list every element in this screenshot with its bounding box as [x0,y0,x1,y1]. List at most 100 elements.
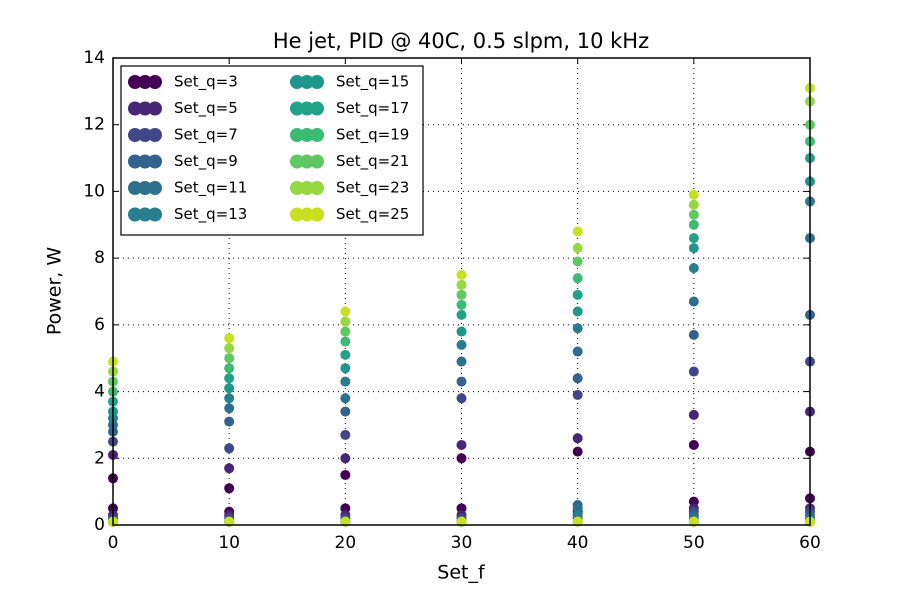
point [572,323,583,334]
legend-label: Set_q=11 [174,179,247,198]
series [108,83,815,527]
point [340,363,351,374]
point [456,279,467,290]
x-tick-label: 50 [683,533,705,553]
legend-marker [148,207,162,222]
point [572,243,583,254]
legend-marker [290,181,304,195]
point [688,233,699,244]
legend-label: Set_q=17 [336,99,409,118]
legend-marker [310,154,324,169]
point [572,516,583,527]
point [688,189,699,200]
legend-marker [148,75,162,89]
x-tick-label: 40 [567,533,589,553]
legend-label: Set_q=3 [174,73,238,92]
legend-marker [310,207,324,222]
point [572,256,583,267]
point [340,516,351,527]
y-tick-label: 14 [83,48,105,68]
point [224,443,235,454]
legend-marker [290,75,304,89]
plot-frame [112,57,811,526]
point [456,309,467,320]
point [688,263,699,274]
legend-marker [138,154,152,169]
legend-label: Set_q=21 [336,152,409,171]
x-tick-label: 60 [799,533,821,553]
legend-marker [138,181,152,195]
point [340,326,351,337]
legend-marker [300,181,314,195]
point [224,483,235,494]
legend-marker [290,154,304,169]
y-tick-label: 8 [94,248,105,268]
y-tick-label: 6 [94,315,105,335]
y-tick-label: 10 [83,181,105,201]
point [224,383,235,394]
x-tick-label: 10 [218,533,240,553]
point [688,219,699,230]
legend-marker [290,101,304,116]
point [688,243,699,254]
chart-title: He jet, PID @ 40C, 0.5 slpm, 10 kHz [273,29,649,53]
point [572,289,583,300]
point [340,336,351,347]
point [340,376,351,387]
point [224,516,235,527]
legend-label: Set_q=19 [336,126,409,145]
point [572,306,583,317]
point [688,439,699,450]
legend: Set_q=3 Set_q=5 Set_q=7 Set_q=9 Set_q=11 Set_… [120,65,424,236]
legend-label: Set_q=23 [336,179,409,198]
legend-marker [310,101,324,116]
point [456,376,467,387]
legend-marker [138,128,152,142]
legend-marker [300,75,314,89]
legend-marker [128,75,142,89]
point [456,339,467,350]
point [456,326,467,337]
legend-marker [310,128,324,142]
point [456,269,467,280]
point [224,363,235,374]
point [340,316,351,327]
legend-marker [138,207,152,222]
legend-marker [128,154,142,169]
legend-marker [310,181,324,195]
point [340,453,351,464]
point [572,389,583,400]
point [688,366,699,377]
legend-marker [300,207,314,222]
legend-marker [300,154,314,169]
legend-marker [148,181,162,195]
legend-marker [310,75,324,89]
point [688,296,699,307]
point [688,329,699,340]
point [224,393,235,404]
point [456,439,467,450]
point [456,393,467,404]
legend-label: Set_q=25 [336,205,409,224]
legend-marker [138,75,152,89]
x-tick-label: 30 [451,533,473,553]
legend-marker [148,154,162,169]
point [688,209,699,220]
legend-marker [290,207,304,222]
point [572,346,583,357]
legend-marker [128,181,142,195]
point [340,349,351,360]
y-tick-label: 0 [94,515,105,535]
legend-label: Set_q=9 [174,152,238,171]
point [224,343,235,354]
point [340,393,351,404]
point [224,463,235,474]
y-axis-label: Power, W [44,247,66,336]
legend-marker [148,101,162,116]
legend-marker [300,128,314,142]
point [572,226,583,237]
legend-marker [128,128,142,142]
legend-marker [128,101,142,116]
point [572,446,583,457]
